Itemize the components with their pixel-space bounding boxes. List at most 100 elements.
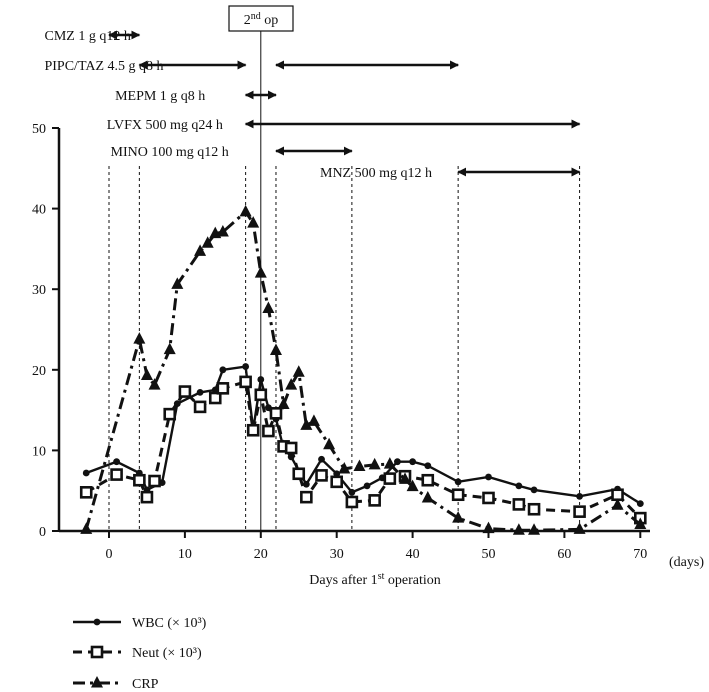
regimen-label-3: LVFX 500 mg q24 h [107, 118, 223, 133]
op-box-text: op [261, 13, 279, 28]
data-point-triangle-7 [201, 236, 214, 248]
legend-marker-circle [93, 618, 101, 626]
data-point-triangle-28 [452, 511, 465, 523]
x-tick-label-40: 40 [406, 547, 420, 562]
legend-marker-triangle [91, 676, 103, 688]
data-point-square-5 [163, 407, 177, 421]
y-tick-label-40: 40 [32, 203, 46, 218]
data-point-square-2 [133, 473, 146, 487]
data-point-triangle-12 [254, 266, 267, 278]
data-point-square-20 [330, 475, 344, 489]
data-point-square-18 [300, 490, 313, 504]
data-point-square-12 [254, 388, 268, 402]
data-point-triangle-2 [140, 368, 153, 380]
op-box: 2nd op [228, 5, 294, 32]
data-point-triangle-15 [277, 397, 290, 409]
series-line-circle [85, 365, 641, 505]
data-point-triangle-21 [338, 461, 351, 474]
series-line-triangle [84, 209, 642, 532]
data-point-circle-27 [515, 482, 523, 490]
data-point-triangle-4 [163, 342, 176, 355]
data-point-circle-31 [636, 500, 644, 507]
data-point-square-27 [482, 491, 495, 505]
data-point-triangle-30 [512, 523, 525, 535]
legend-marker-square [90, 645, 104, 659]
axes: 0 10 20 30 40 50 0 10 20 30 40 50 60 70 [32, 122, 650, 562]
legend-label-triangle: CRP [132, 677, 159, 692]
data-point-triangle-22 [353, 459, 366, 472]
data-point-triangle-0 [80, 522, 93, 534]
data-point-circle-23 [409, 458, 416, 466]
data-point-circle-28 [530, 486, 538, 494]
data-point-triangle-25 [399, 472, 412, 484]
data-point-square-30 [573, 505, 586, 518]
data-point-triangle-29 [482, 521, 495, 534]
y-tick-label-30: 30 [32, 283, 46, 298]
x-tick-label-60: 60 [557, 547, 571, 562]
data-point-circle-0 [82, 469, 90, 477]
regimen-label-1: PIPC/TAZ 4.5 g q8 h [44, 59, 163, 74]
data-point-circle-17 [318, 455, 325, 463]
data-point-triangle-26 [406, 479, 419, 492]
data-point-circle-29 [576, 492, 583, 500]
data-point-square-21 [345, 495, 359, 509]
data-point-square-14 [269, 407, 283, 420]
data-point-square-8 [208, 391, 222, 405]
data-point-triangle-13 [262, 301, 275, 314]
data-point-circle-19 [348, 488, 356, 496]
series-triangle [80, 204, 647, 535]
y-tick-label-50: 50 [32, 122, 46, 137]
data-point-square-10 [239, 375, 252, 389]
data-point-triangle-10 [239, 204, 252, 217]
x-tick-label-10: 10 [178, 547, 192, 562]
data-point-circle-1 [113, 458, 120, 466]
data-point-triangle-32 [573, 522, 586, 534]
x-tick-label-70: 70 [633, 547, 647, 562]
data-point-square-13 [262, 424, 275, 438]
data-point-square-28 [512, 498, 526, 511]
data-point-circle-20 [363, 482, 371, 490]
data-point-circle-6 [196, 388, 204, 396]
regimen-label-2: MEPM 1 g q8 h [115, 89, 205, 104]
legend: WBC (× 10³) Neut (× 10³) CRP [73, 616, 207, 692]
op-box-number: 2 [244, 13, 251, 28]
regimen-label-0: CMZ 1 g q12 h [44, 29, 130, 44]
x-tick-label-30: 30 [330, 547, 344, 562]
series-square [79, 375, 647, 525]
data-point-circle-11 [257, 376, 265, 383]
data-point-circle-18 [333, 470, 341, 478]
data-point-square-6 [178, 385, 192, 398]
y-tick-label-20: 20 [32, 364, 46, 379]
x-tick-label-20: 20 [254, 547, 268, 562]
op-box-frame [228, 5, 294, 32]
data-point-square-11 [246, 423, 260, 437]
data-point-circle-25 [454, 478, 462, 486]
data-point-square-23 [383, 472, 397, 485]
regimen-bars: CMZ 1 g q12 h PIPC/TAZ 4.5 g q8 h MEPM 1 g… [44, 29, 581, 181]
data-point-triangle-1 [133, 332, 146, 344]
legend-label-circle: WBC (× 10³) [132, 616, 207, 631]
data-point-square-9 [216, 382, 230, 395]
data-point-triangle-33 [611, 498, 624, 510]
data-point-circle-16 [302, 480, 310, 488]
regimen-label-4: MINO 100 mg q12 h [111, 145, 229, 160]
data-point-triangle-5 [171, 277, 184, 289]
data-point-circle-8 [219, 366, 227, 374]
data-point-triangle-17 [292, 365, 305, 377]
data-point-square-22 [368, 494, 381, 507]
data-point-square-3 [140, 490, 154, 504]
y-tick-label-10: 10 [32, 444, 46, 459]
data-point-square-25 [421, 473, 435, 487]
x-axis-label: Days after 1st operation [309, 571, 440, 588]
x-tick-label-50: 50 [482, 547, 496, 562]
data-point-circle-9 [242, 363, 250, 370]
data-point-square-16 [284, 441, 298, 455]
x-axis-unit: (days) [669, 555, 704, 570]
data-point-square-1 [110, 468, 123, 481]
x-tick-label-0: 0 [106, 547, 113, 562]
op-box-label: 2nd op [244, 11, 279, 28]
data-point-square-17 [292, 467, 306, 481]
data-point-triangle-3 [148, 378, 161, 390]
